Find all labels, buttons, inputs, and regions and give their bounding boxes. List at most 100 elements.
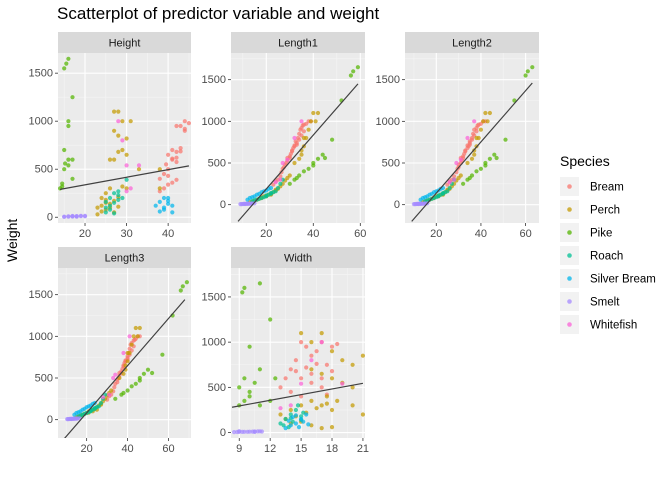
data-point-pike bbox=[62, 66, 67, 71]
y-tick-label: 1500 bbox=[202, 74, 226, 86]
panel-length3: Length3 0 500 1000 1500 20 40 60 bbox=[29, 247, 191, 455]
data-point-bream bbox=[293, 139, 298, 144]
data-point-pike bbox=[257, 367, 262, 372]
data-point-perch bbox=[292, 160, 297, 166]
data-point-roach bbox=[92, 405, 97, 411]
y-tick-label: 0 bbox=[47, 212, 53, 224]
data-point-roach bbox=[295, 403, 301, 408]
data-point-whitefish bbox=[280, 160, 285, 166]
data-point-perch bbox=[120, 147, 125, 153]
y-tick-label: 1000 bbox=[376, 116, 400, 128]
data-point-roach bbox=[283, 416, 288, 422]
data-point-whitefish bbox=[452, 177, 457, 182]
data-point-bream bbox=[309, 353, 314, 358]
data-point-perch bbox=[324, 394, 329, 399]
x-tick-label: 20 bbox=[81, 443, 93, 455]
data-point-perch bbox=[136, 167, 142, 172]
data-point-pike bbox=[60, 184, 65, 189]
x-tick-label: 21 bbox=[357, 443, 369, 455]
data-point-silver-bream bbox=[290, 415, 295, 420]
data-point-perch bbox=[95, 205, 100, 210]
data-point-roach bbox=[98, 400, 104, 406]
data-point-perch bbox=[112, 128, 117, 133]
facet-strip-label: Width bbox=[284, 253, 312, 265]
data-point-silver-bream bbox=[161, 207, 167, 212]
y-tick-label: 0 bbox=[220, 427, 226, 439]
data-point-perch bbox=[483, 110, 488, 116]
data-point-bream bbox=[164, 162, 169, 167]
x-tick-label: 40 bbox=[121, 443, 133, 455]
data-point-whitefish bbox=[121, 350, 126, 356]
x-tick-label: 40 bbox=[162, 228, 174, 240]
data-point-roach bbox=[445, 189, 450, 194]
data-point-whitefish bbox=[120, 138, 125, 143]
data-point-whitefish bbox=[107, 392, 112, 397]
data-point-perch bbox=[116, 204, 121, 209]
data-point-silver-bream bbox=[153, 203, 158, 208]
data-point-perch bbox=[487, 110, 492, 116]
data-point-silver-bream bbox=[166, 198, 171, 203]
data-point-perch bbox=[125, 359, 130, 364]
data-point-perch bbox=[112, 109, 117, 114]
data-point-bream bbox=[166, 173, 171, 178]
facet-strip-label: Height bbox=[109, 38, 141, 50]
data-point-pike bbox=[494, 155, 499, 161]
data-point-perch bbox=[95, 212, 100, 217]
data-point-whitefish bbox=[340, 381, 345, 386]
data-point-perch bbox=[157, 186, 162, 191]
data-point-bream bbox=[174, 123, 179, 129]
data-point-silver-bream bbox=[293, 421, 298, 426]
y-tick-label: 1000 bbox=[202, 116, 226, 128]
data-point-bream bbox=[299, 376, 304, 381]
facet-strip-label: Length2 bbox=[452, 38, 492, 50]
data-point-pike bbox=[247, 389, 252, 394]
data-point-pike bbox=[66, 56, 71, 61]
data-point-roach bbox=[273, 189, 278, 194]
data-point-bream bbox=[299, 340, 304, 345]
data-point-pike bbox=[62, 147, 67, 153]
data-point-smelt bbox=[237, 429, 242, 434]
data-point-pike bbox=[355, 65, 360, 70]
data-point-perch bbox=[472, 152, 477, 157]
data-point-pike bbox=[287, 181, 292, 186]
data-point-perch bbox=[309, 367, 314, 372]
data-point-bream bbox=[170, 147, 175, 153]
data-point-roach bbox=[112, 200, 117, 205]
data-point-bream bbox=[324, 362, 329, 367]
data-point-whitefish bbox=[447, 180, 452, 185]
data-point-pike bbox=[242, 398, 247, 403]
data-point-roach bbox=[436, 194, 441, 199]
data-point-pike bbox=[160, 352, 165, 357]
data-point-perch bbox=[319, 331, 324, 336]
data-point-smelt bbox=[413, 202, 418, 207]
data-point-pike bbox=[301, 169, 306, 174]
data-point-perch bbox=[360, 412, 365, 417]
data-point-perch bbox=[124, 136, 129, 141]
x-tick-label: 40 bbox=[307, 228, 319, 240]
facet-strip-label: Length1 bbox=[278, 38, 318, 50]
data-point-perch bbox=[350, 385, 355, 390]
data-point-pike bbox=[478, 166, 483, 171]
data-point-whitefish bbox=[273, 180, 278, 185]
panel-width: Width 0 500 1000 1500 9 12 15 18 21 bbox=[202, 247, 369, 455]
data-point-smelt bbox=[78, 214, 83, 219]
data-point-perch bbox=[481, 119, 486, 124]
data-point-perch bbox=[288, 407, 293, 413]
data-point-perch bbox=[329, 407, 335, 413]
data-point-perch bbox=[360, 353, 365, 358]
y-tick-label: 1000 bbox=[202, 337, 226, 349]
data-points bbox=[58, 56, 191, 219]
data-point-whitefish bbox=[458, 157, 463, 162]
facet-strip bbox=[405, 32, 539, 53]
data-point-bream bbox=[452, 174, 457, 179]
data-point-pike bbox=[141, 371, 146, 376]
data-point-perch bbox=[474, 135, 479, 141]
facet-strip bbox=[231, 247, 365, 268]
data-point-perch bbox=[315, 110, 321, 116]
data-point-silver-bream bbox=[157, 199, 162, 204]
data-point-bream bbox=[283, 376, 288, 381]
data-point-pike bbox=[320, 152, 325, 157]
legend-label: Bream bbox=[590, 182, 624, 194]
legend-label: Whitefish bbox=[590, 320, 637, 332]
data-point-bream bbox=[314, 361, 319, 366]
